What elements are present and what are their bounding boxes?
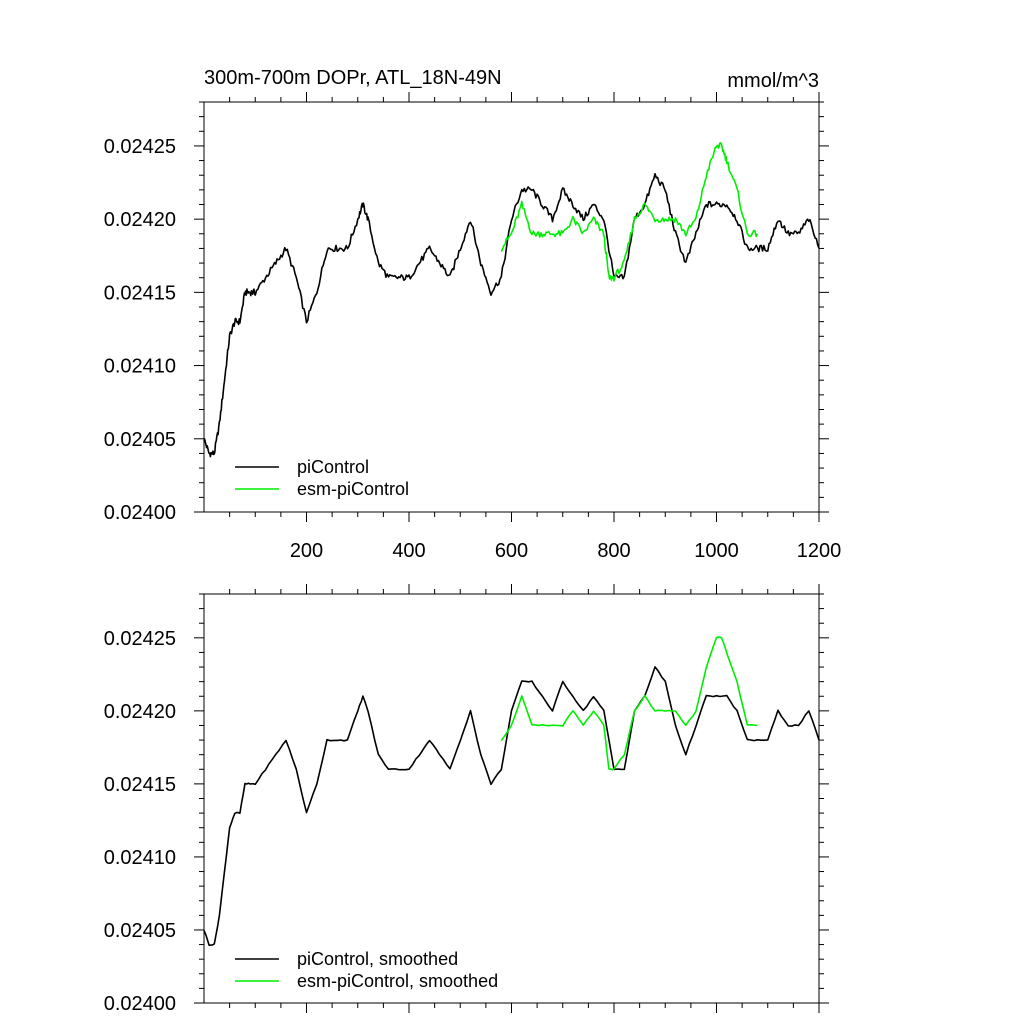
y-tick-label: 0.02400 (104, 993, 176, 1015)
top-panel: 300m-700m DOPr, ATL_18N-49N mmol/m^3 0.0… (104, 67, 842, 562)
series-line-esm-picontrol (500, 142, 759, 282)
series-line-picontrol (203, 173, 820, 458)
legend-label: esm-piControl, smoothed (297, 971, 498, 991)
x-tick-label: 200 (290, 540, 323, 562)
y-tick-label: 0.02415 (104, 774, 176, 796)
y-tick-label: 0.02425 (104, 136, 176, 158)
x-tick-label: 400 (392, 540, 425, 562)
y-tick-label: 0.02425 (104, 628, 176, 650)
y-tick-label: 0.02405 (104, 920, 176, 942)
x-tick-label: 1000 (694, 540, 739, 562)
y-tick-label: 0.02420 (104, 701, 176, 723)
y-tick-label: 0.02420 (104, 209, 176, 231)
legend-label: piControl, smoothed (297, 949, 458, 969)
x-tick-label: 600 (495, 540, 528, 562)
y-tick-label: 0.02415 (104, 282, 176, 304)
chart-title: 300m-700m DOPr, ATL_18N-49N (204, 67, 502, 89)
legend-label: esm-piControl (297, 479, 409, 499)
bottom-panel: 0.02400 0.02405 0.02410 0.02415 0.02420 0.024… (104, 584, 829, 1015)
x-tick-label: 1200 (797, 540, 842, 562)
series-line-esm-picontrol-smoothed (500, 636, 758, 771)
y-tick-label: 0.02410 (104, 847, 176, 869)
x-tick-label: 800 (597, 540, 630, 562)
legend-label: piControl (297, 457, 369, 477)
y-tick-label: 0.02410 (104, 356, 176, 378)
series-line-picontrol-smoothed (203, 666, 820, 947)
units-label: mmol/m^3 (727, 70, 819, 92)
y-tick-label: 0.02400 (104, 502, 176, 524)
y-tick-label: 0.02405 (104, 429, 176, 451)
